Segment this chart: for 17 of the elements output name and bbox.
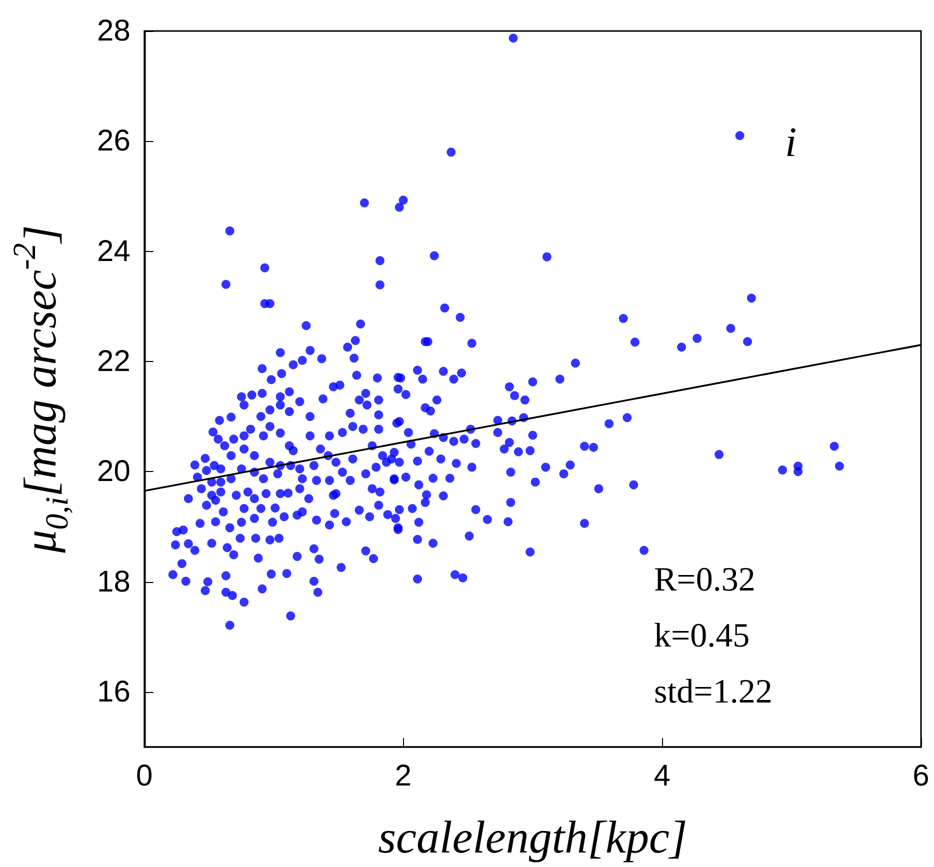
annotation: std=1.22 [654, 674, 772, 710]
x-axis-title: scalelength[kpc] [378, 812, 688, 863]
y-tick-label: 28 [97, 14, 130, 48]
annotation: R=0.32 [654, 562, 756, 598]
annotation: i [785, 120, 797, 166]
y-axis-title: μ0,i[mag arcsec-2] [6, 225, 74, 554]
x-tick-label: 0 [136, 760, 153, 792]
annotation: k=0.45 [654, 618, 750, 654]
y-tick-label: 24 [97, 234, 130, 268]
x-tick-label: 4 [654, 760, 670, 792]
y-tick-label: 18 [97, 565, 130, 598]
y-tick-label: 16 [97, 675, 130, 708]
y-tick-label: 22 [97, 344, 130, 378]
y-tick-label: 20 [97, 455, 130, 488]
x-tick-label: 2 [394, 760, 412, 792]
y-tick-label: 26 [97, 124, 130, 158]
x-tick-label: 6 [912, 760, 930, 792]
